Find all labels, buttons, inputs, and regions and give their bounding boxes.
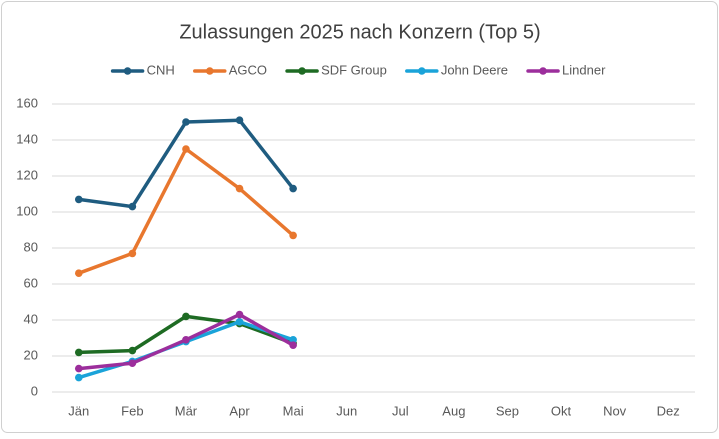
y-tick-label: 100 [16, 203, 38, 218]
y-tick-label: 40 [24, 311, 38, 326]
x-tick-label: Sep [496, 403, 519, 418]
data-point [74, 373, 83, 382]
data-point [182, 118, 190, 126]
y-tick-label: 0 [31, 383, 38, 398]
data-point [74, 348, 83, 357]
x-tick-label: Aug [442, 403, 465, 418]
x-tick-label: Nov [603, 403, 627, 418]
x-tick-label: Jän [68, 403, 89, 418]
y-tick-label: 160 [16, 95, 38, 110]
legend-marker [123, 67, 132, 75]
data-point [74, 269, 83, 278]
data-point [128, 249, 137, 258]
legend-label: AGCO [229, 62, 267, 77]
x-tick-label: Jul [392, 403, 409, 418]
y-tick-label: 60 [24, 275, 38, 290]
legend-marker [298, 67, 306, 75]
legend-label: John Deere [441, 62, 508, 77]
legend-marker [418, 67, 426, 75]
data-point [182, 312, 190, 321]
data-point [235, 310, 244, 319]
data-point [182, 145, 190, 153]
legend-label: Lindner [562, 62, 606, 77]
data-point [235, 184, 244, 193]
x-tick-label: Mär [175, 403, 198, 418]
x-tick-label: Apr [229, 403, 250, 418]
x-tick-label: Feb [121, 403, 143, 418]
x-tick-label: Dez [657, 403, 680, 418]
data-point [74, 364, 83, 373]
data-point [128, 202, 137, 211]
y-tick-label: 120 [16, 167, 38, 182]
data-point [128, 359, 137, 368]
legend-label: CNH [147, 62, 175, 77]
y-tick-label: 140 [16, 131, 38, 146]
data-point [128, 346, 137, 355]
x-tick-label: Jun [336, 403, 357, 418]
chart-title: Zulassungen 2025 nach Konzern (Top 5) [179, 21, 540, 43]
data-point [235, 318, 244, 326]
data-point [182, 336, 190, 344]
legend-marker [539, 67, 547, 75]
legend-label: SDF Group [321, 62, 387, 77]
data-point [289, 336, 297, 344]
data-point [235, 116, 244, 124]
x-tick-label: Okt [551, 403, 572, 418]
data-point [289, 341, 297, 350]
legend-marker [205, 67, 214, 75]
y-tick-label: 80 [24, 239, 38, 254]
data-point [289, 184, 297, 193]
x-tick-label: Mai [283, 403, 304, 418]
data-point [289, 231, 297, 240]
y-tick-label: 20 [24, 347, 38, 362]
data-point [74, 195, 83, 204]
